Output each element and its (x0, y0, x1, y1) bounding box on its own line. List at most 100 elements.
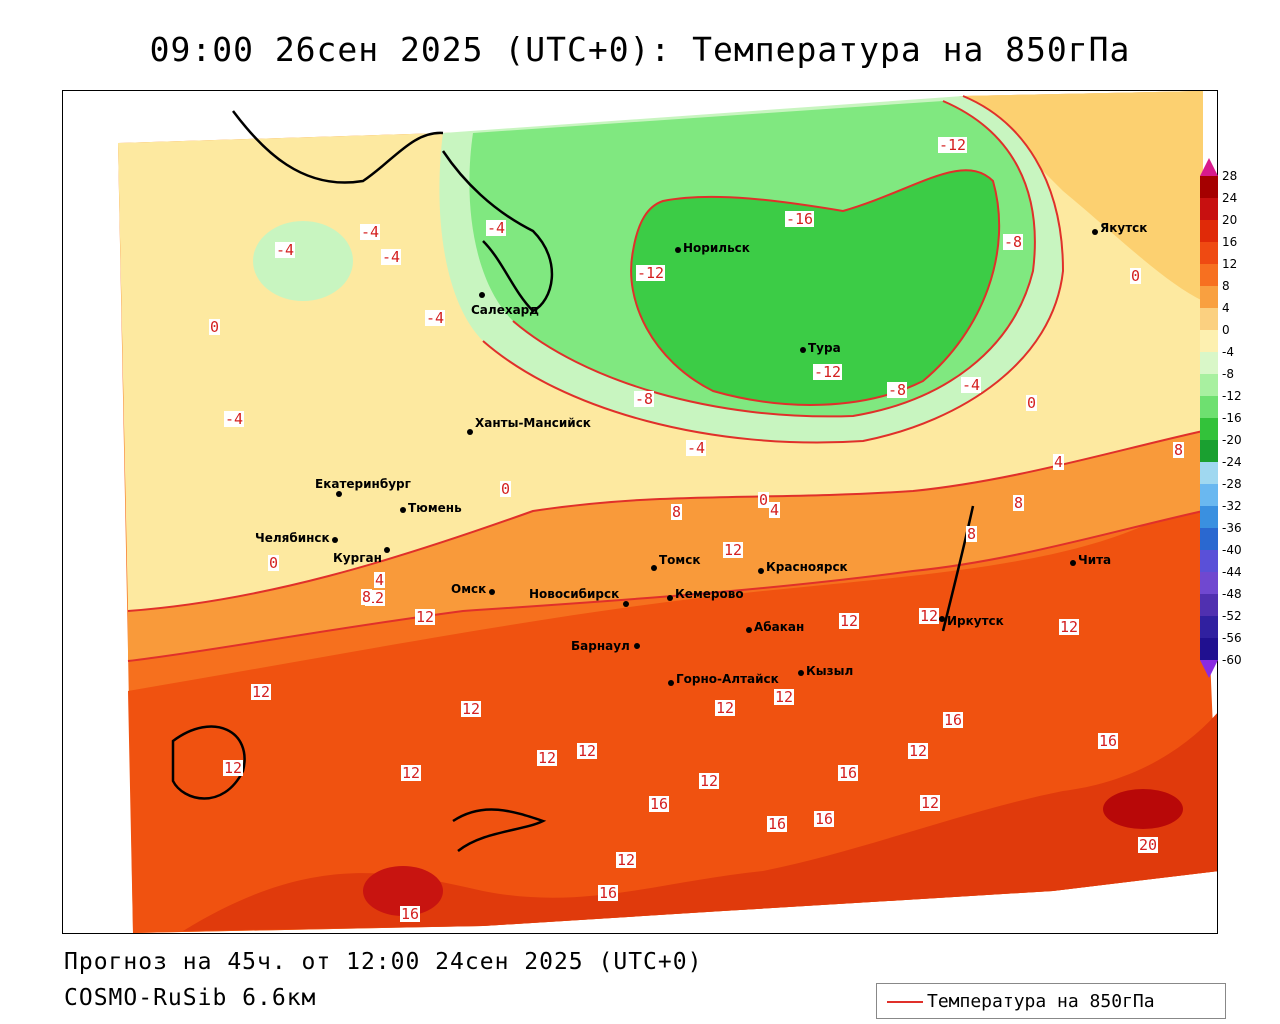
isoline-label: 4 (374, 571, 386, 589)
city-marker (467, 429, 473, 435)
colorbar-min-arrow (1200, 660, 1218, 678)
colorbar-tick-label: -24 (1222, 455, 1242, 469)
colorbar-tick-label: -32 (1222, 499, 1242, 513)
colorbar-swatch (1200, 286, 1218, 308)
colorbar-swatch (1200, 308, 1218, 330)
city-marker (1070, 560, 1076, 566)
city-marker (489, 589, 495, 595)
isoline-label: 4 (769, 501, 781, 519)
isoline-label: -4 (360, 223, 381, 241)
colorbar-swatch (1200, 352, 1218, 374)
colorbar-tick-label: 4 (1222, 301, 1230, 315)
colorbar-tick-label: -56 (1222, 631, 1242, 645)
isoline-label: 8 (966, 525, 978, 543)
isoline-label: -8 (1003, 233, 1024, 251)
legend: Температура на 850гПа (876, 983, 1226, 1019)
isoline-label: -8 (887, 381, 908, 399)
isoline-label: 12 (537, 749, 558, 767)
isoline-label: 12 (908, 742, 929, 760)
isoline-label: 20 (1138, 836, 1159, 854)
city-marker (800, 347, 806, 353)
colorbar-swatch (1200, 242, 1218, 264)
isoline-label: 16 (814, 810, 835, 828)
colorbar-swatch (1200, 220, 1218, 242)
city-label: Якутск (1100, 221, 1148, 235)
colorbar-swatch (1200, 198, 1218, 220)
city-label: Курган (333, 551, 382, 565)
city-label: Тюмень (408, 501, 462, 515)
colorbar-tick-label: -40 (1222, 543, 1242, 557)
colorbar-tick-label: 12 (1222, 257, 1238, 271)
colorbar-tick-label: 16 (1222, 235, 1238, 249)
colorbar (1200, 176, 1218, 660)
isoline-label: 12 (223, 759, 244, 777)
isoline-label: 8 (1013, 494, 1025, 512)
city-marker (667, 595, 673, 601)
colorbar-tick-label: 20 (1222, 213, 1238, 227)
colorbar-swatch (1200, 638, 1218, 660)
city-label: Красноярск (766, 560, 848, 574)
city-marker (623, 601, 629, 607)
colorbar-tick-label: -36 (1222, 521, 1242, 535)
isoline-label: 12 (401, 764, 422, 782)
city-marker (479, 292, 485, 298)
colorbar-swatch (1200, 462, 1218, 484)
isoline-label: 0 (209, 318, 221, 336)
isoline-label: 16 (1098, 732, 1119, 750)
isoline-label: 16 (943, 711, 964, 729)
isoline-label: -4 (961, 376, 982, 394)
colorbar-swatch (1200, 374, 1218, 396)
isoline-label: 16 (400, 905, 421, 923)
forecast-info: Прогноз на 45ч. от 12:00 24сен 2025 (UTC… (64, 949, 703, 975)
isoline-label: 12 (919, 607, 940, 625)
colorbar-tick-label: -8 (1222, 367, 1234, 381)
city-marker (651, 565, 657, 571)
isoline-label: 12 (577, 742, 598, 760)
city-label: Тура (808, 341, 841, 355)
colorbar-swatch (1200, 528, 1218, 550)
colorbar-swatch (1200, 550, 1218, 572)
map-title: 09:00 26сен 2025 (UTC+0): Температура на… (149, 30, 1131, 69)
colorbar-tick-label: 28 (1222, 169, 1238, 183)
city-label: Норильск (683, 241, 750, 255)
city-label: Омск (451, 582, 487, 596)
city-label: Кемерово (675, 587, 744, 601)
city-marker (634, 643, 640, 649)
isoline-label: 16 (767, 815, 788, 833)
colorbar-swatch (1200, 440, 1218, 462)
isoline-label: -12 (636, 264, 666, 282)
colorbar-swatch (1200, 264, 1218, 286)
colorbar-swatch (1200, 176, 1218, 198)
city-label: Екатеринбург (315, 477, 411, 491)
colorbar-tick-label: -60 (1222, 653, 1242, 667)
city-marker (336, 491, 342, 497)
city-marker (400, 507, 406, 513)
colorbar-max-arrow (1200, 158, 1218, 176)
city-label: Кызыл (806, 664, 854, 678)
isoline-label: -4 (486, 219, 507, 237)
isoline-label: -12 (813, 363, 843, 381)
isoline-label: 12 (1059, 618, 1080, 636)
isoline-label: 8 (671, 503, 683, 521)
isoline-label: 0 (1130, 267, 1142, 285)
colorbar-swatch (1200, 506, 1218, 528)
colorbar-tick-label: -48 (1222, 587, 1242, 601)
isoline-label: 12 (715, 699, 736, 717)
isoline-label: 12 (920, 794, 941, 812)
colorbar-tick-label: 24 (1222, 191, 1238, 205)
colorbar-swatch (1200, 484, 1218, 506)
colorbar-tick-label: -44 (1222, 565, 1242, 579)
isoline-label: 12 (699, 772, 720, 790)
city-marker (332, 537, 338, 543)
isoline-label: -16 (785, 210, 815, 228)
isoline-label: -4 (425, 309, 446, 327)
colorbar-tick-label: -4 (1222, 345, 1234, 359)
isoline-label: -4 (275, 241, 296, 259)
city-marker (939, 616, 945, 622)
colorbar-swatch (1200, 418, 1218, 440)
city-label: Челябинск (255, 531, 330, 545)
colorbar-swatch (1200, 572, 1218, 594)
isoline-label: 8 (1173, 441, 1185, 459)
city-label: Горно-Алтайск (676, 672, 779, 686)
city-marker (384, 547, 390, 553)
